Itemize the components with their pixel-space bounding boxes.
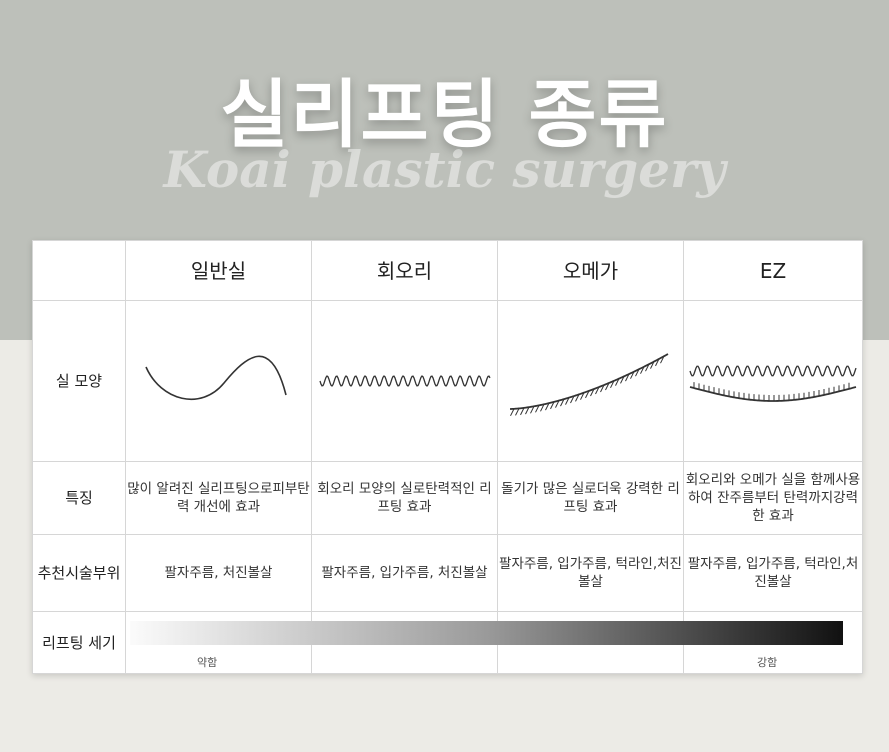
- strength-low: 약함: [197, 656, 218, 669]
- cell-line: 처진볼살: [578, 556, 682, 590]
- table-cell: 팔자주름, 입가주름, 턱라인,처진볼살: [683, 534, 863, 612]
- table-cell: 회오리 모양의 실로탄력적인 리프팅 효과: [311, 461, 498, 535]
- table-cell: 돌기가 많은 실로더욱 강력한 리프팅 효과: [497, 461, 684, 535]
- row-label: 실 모양: [32, 300, 126, 462]
- table-cell: [497, 300, 684, 462]
- table-cell: 많이 알려진 실리프팅으로피부탄력 개선에 효과: [125, 461, 312, 535]
- row-label: 특징: [32, 461, 126, 535]
- thread-barbs: [693, 382, 850, 401]
- cell-line: 탄력적인 리프팅 효과: [377, 481, 492, 515]
- cell-line: 회오리 모양의 실로: [317, 481, 426, 497]
- title: 실리프팅 종류: [220, 72, 669, 158]
- table-cell: 팔자주름, 처진볼살: [125, 534, 312, 612]
- cell-line: 회오리와 오메가 실을 함께: [685, 472, 836, 488]
- table-row: 실 모양: [32, 300, 863, 462]
- cell-line: 팔자주름, 처진볼살: [164, 565, 273, 581]
- cell-line: 팔자주름, 입가주름, 턱라인,: [687, 556, 846, 572]
- column-header: 일반실: [125, 240, 312, 301]
- thread-barbs: [510, 355, 665, 417]
- row-label: 리프팅 세기: [32, 611, 126, 674]
- table-cell: 팔자주름, 입가주름, 턱라인,처진볼살: [497, 534, 684, 612]
- strength-gradient: [130, 621, 843, 645]
- cell-line: 특징: [65, 489, 93, 507]
- column-header: EZ: [683, 240, 863, 301]
- column-header: 회오리: [311, 240, 498, 301]
- table-row: 특징 많이 알려진 실리프팅으로피부탄력 개선에 효과 회오리 모양의 실로탄력적인…: [32, 461, 863, 535]
- cell-line: 더욱 강력한 리프팅 효과: [563, 481, 680, 515]
- cell-line: 사용하여 잔주름부터 탄력까지: [687, 472, 861, 506]
- cell-line: 실 모양: [55, 372, 103, 390]
- cell-line: 돌기가 많은 실로: [501, 481, 597, 497]
- thread-shape: [145, 355, 287, 400]
- cell-line: 강력한 효과: [752, 490, 859, 524]
- watermark: Koai plastic surgery: [163, 140, 726, 199]
- corner-cell: [32, 240, 126, 301]
- cell-line: 많이 알려진 실리프팅으로: [127, 481, 273, 497]
- thread-spiral: [689, 365, 857, 377]
- header-row: 일반실 회오리 오메가 EZ: [32, 240, 863, 301]
- thread-omega: [689, 386, 857, 402]
- table-cell: [683, 300, 863, 462]
- strength-high: 강함: [757, 656, 778, 669]
- row-label: 추천시술부위: [32, 534, 126, 612]
- cell-line: 피부탄력 개선에 효과: [176, 481, 310, 515]
- column-header: 오메가: [497, 240, 684, 301]
- thread-omega: [509, 353, 669, 410]
- cell-line: 처진볼살: [754, 556, 859, 590]
- table-cell: [125, 300, 312, 462]
- thread-spiral: [319, 375, 491, 387]
- thread-shape: [689, 365, 857, 402]
- cell-line: 팔자주름, 입가주름, 턱라인,: [499, 556, 658, 572]
- table-row: 추천시술부위 팔자주름, 처진볼살 팔자주름, 입가주름, 처진볼살 팔자주름, 입가…: [32, 534, 863, 612]
- cell-line: 추천: [37, 564, 66, 582]
- table-cell: 회오리와 오메가 실을 함께사용하여 잔주름부터 탄력까지강력한 효과: [683, 461, 863, 535]
- table-cell: 팔자주름, 입가주름, 처진볼살: [311, 534, 498, 612]
- cell-line: 팔자주름, 입가주름, 처진볼살: [321, 565, 488, 581]
- table-cell: [311, 300, 498, 462]
- cell-line: 시술부위: [65, 564, 121, 582]
- cell-line: 리프팅 세기: [42, 633, 116, 652]
- thread-shape: [509, 353, 669, 417]
- thread-basic: [145, 355, 287, 400]
- thread-shape: [319, 375, 491, 387]
